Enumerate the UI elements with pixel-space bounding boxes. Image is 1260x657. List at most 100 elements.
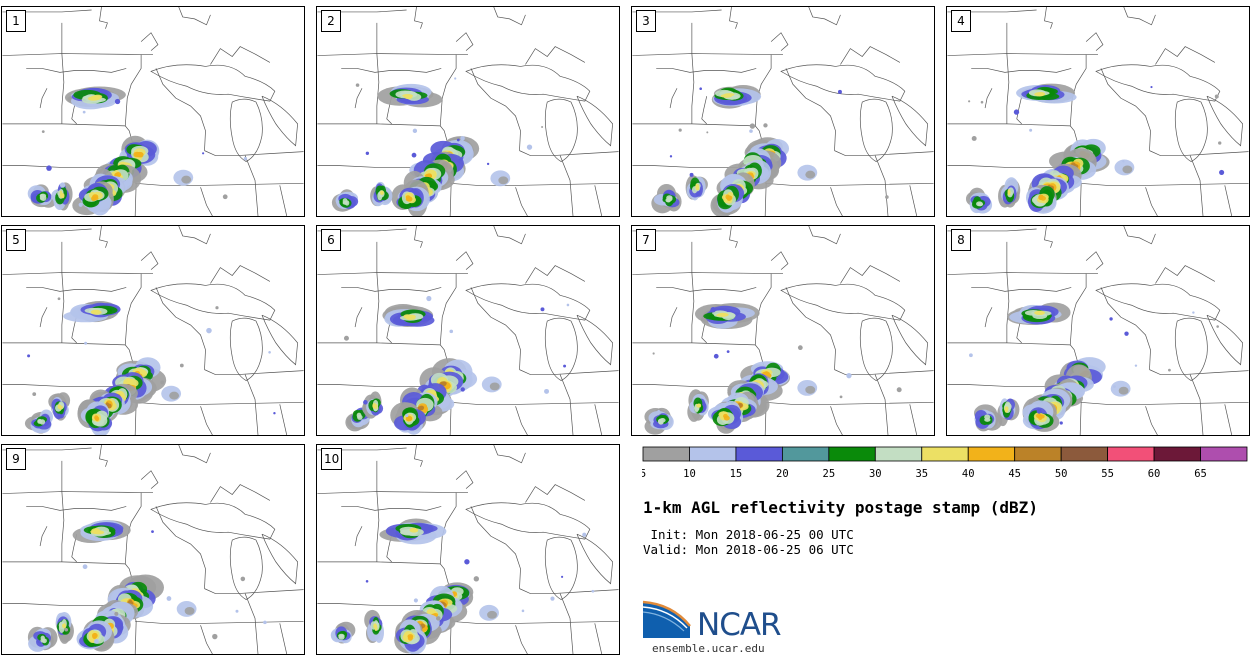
reflectivity-cell	[699, 87, 702, 91]
map-boundary-line	[519, 369, 619, 375]
map-boundary-line	[317, 53, 468, 56]
colorbar-tick-label: 50	[1055, 468, 1068, 480]
map-boundary-line	[341, 68, 442, 73]
map-boundary-line	[770, 32, 789, 51]
map-boundary-line	[576, 533, 613, 585]
reflectivity-map	[2, 226, 304, 435]
reflectivity-cell	[464, 559, 470, 565]
map-boundary-line	[244, 155, 259, 216]
map-boundary-line	[947, 53, 1098, 56]
map-boundary-line	[984, 307, 993, 328]
map-boundary-line	[204, 588, 304, 594]
member-number: 8	[951, 229, 971, 251]
map-boundary-line	[204, 150, 304, 156]
reflectivity-cell	[202, 152, 205, 155]
map-boundary-line	[632, 53, 783, 56]
map-boundary-line	[229, 536, 263, 600]
reflectivity-map	[2, 7, 304, 216]
colorbar-segment	[735, 446, 783, 462]
reflectivity-cell	[418, 405, 425, 410]
reflectivity-cell	[526, 144, 533, 150]
colorbar-tick-label: 20	[776, 468, 789, 480]
reflectivity-map	[632, 7, 934, 216]
reflectivity-cell	[669, 155, 673, 158]
map-boundary-line	[1149, 369, 1249, 375]
map-boundary-line	[1080, 401, 1249, 405]
map-boundary-line	[317, 603, 457, 606]
colorbar-segment	[642, 446, 690, 462]
reflectivity-cell	[460, 136, 465, 141]
map-boundary-line	[1155, 265, 1216, 284]
reflectivity-cell	[1013, 109, 1020, 115]
reflectivity-cell	[449, 329, 454, 334]
map-boundary-line	[1224, 404, 1233, 435]
map-boundary-line	[576, 314, 613, 366]
map-boundary-line	[891, 95, 928, 147]
map-boundary-line	[780, 64, 906, 102]
reflectivity-cell	[460, 387, 465, 392]
reflectivity-cell	[363, 400, 368, 405]
reflectivity-cell	[1122, 165, 1133, 174]
reflectivity-cell	[215, 306, 219, 310]
reflectivity-cell	[1150, 85, 1153, 89]
map-boundary-line	[2, 561, 126, 565]
map-boundary-line	[229, 98, 263, 162]
map-boundary-line	[1123, 226, 1156, 245]
map-boundary-line	[691, 241, 695, 343]
reflectivity-cell	[969, 353, 973, 358]
map-boundary-line	[150, 64, 276, 102]
colorbar-segment	[689, 446, 737, 462]
reflectivity-cell	[561, 575, 564, 578]
map-boundary-line	[1189, 374, 1204, 435]
map-boundary-line	[455, 32, 474, 51]
map-boundary-line	[341, 506, 442, 511]
reflectivity-cell	[749, 123, 756, 129]
reflectivity-cell	[59, 182, 66, 188]
map-boundary-line	[691, 22, 695, 124]
ncar-logo-icon	[642, 600, 691, 638]
map-boundary-line	[124, 54, 142, 126]
map-boundary-line	[544, 98, 578, 162]
map-boundary-line	[493, 7, 526, 26]
map-boundary-line	[834, 369, 934, 375]
map-boundary-line	[1224, 185, 1233, 216]
map-boundary-line	[729, 7, 738, 29]
reflectivity-cell	[837, 89, 842, 94]
map-boundary-line	[2, 491, 154, 494]
map-boundary-line	[470, 506, 521, 589]
reflectivity-cell	[405, 413, 409, 418]
map-boundary-line	[909, 404, 918, 435]
reflectivity-cell	[486, 162, 490, 166]
logo-url: ensemble.ucar.edu	[652, 642, 765, 655]
reflectivity-cell	[885, 195, 889, 199]
reflectivity-cell	[60, 193, 65, 199]
reflectivity-cell	[404, 94, 413, 100]
map-boundary-line	[2, 123, 126, 127]
map-boundary-line	[1006, 241, 1010, 343]
reflectivity-cell	[212, 633, 218, 640]
map-boundary-line	[39, 526, 48, 547]
reflectivity-cell	[61, 623, 66, 628]
map-boundary-line	[1069, 54, 1087, 126]
reflectivity-cell	[41, 130, 45, 133]
map-boundary-line	[61, 241, 65, 343]
reflectivity-cell	[591, 589, 595, 593]
map-boundary-line	[656, 68, 757, 73]
reflectivity-cell	[666, 197, 671, 203]
map-boundary-line	[61, 460, 65, 562]
ncar-logo-text: NCAR	[697, 607, 782, 643]
colorbar-segment	[1200, 446, 1248, 462]
reflectivity-cell	[273, 412, 276, 415]
reflectivity-cell	[747, 309, 750, 312]
reflectivity-cell	[32, 392, 37, 396]
map-boundary-line	[515, 187, 528, 216]
ensemble-member-panel: 8	[946, 225, 1250, 436]
reflectivity-cell	[1113, 385, 1116, 389]
reflectivity-cell	[92, 633, 97, 638]
map-boundary-line	[515, 625, 528, 654]
colorbar-segment	[1060, 446, 1109, 462]
reflectivity-cell	[1004, 407, 1009, 413]
member-number: 2	[321, 10, 341, 32]
reflectivity-cell	[263, 620, 267, 625]
reflectivity-cell	[706, 131, 709, 134]
